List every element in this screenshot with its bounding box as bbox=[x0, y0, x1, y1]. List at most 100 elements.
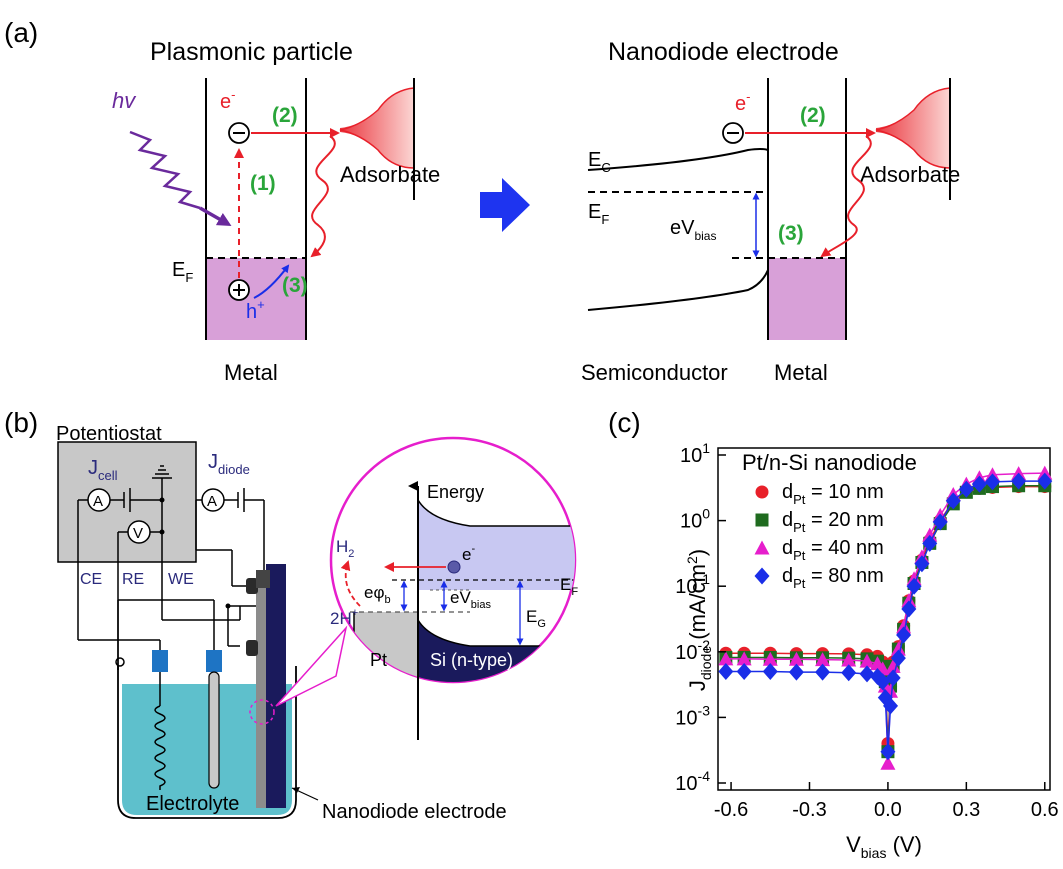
jdiode-sub: diode bbox=[218, 462, 250, 477]
ef-inset-label: E bbox=[560, 575, 571, 594]
photon-icon bbox=[129, 130, 201, 210]
energy-label: Energy bbox=[427, 482, 484, 502]
diode-clip-top bbox=[246, 578, 258, 594]
transition-arrow-icon bbox=[480, 178, 530, 232]
data-point bbox=[815, 652, 831, 667]
data-point bbox=[958, 480, 974, 498]
x-tick-label: -0.3 bbox=[792, 799, 826, 821]
legend-entry: dPt = 80 nm bbox=[782, 565, 884, 591]
pt-layer bbox=[256, 580, 266, 808]
voltmeter-icon bbox=[127, 520, 151, 544]
y-axis-label: Jdiode (mA/cm2) bbox=[684, 549, 714, 691]
eg-label: E bbox=[526, 607, 537, 626]
data-point bbox=[788, 663, 804, 681]
x-tick-label: 0.0 bbox=[874, 799, 902, 821]
potentiostat-box bbox=[57, 441, 197, 563]
twoh-label: 2H bbox=[330, 609, 352, 628]
step2-label-right: (2) bbox=[800, 104, 826, 127]
chart-series bbox=[718, 465, 1053, 770]
metal-label-right: Metal bbox=[774, 360, 828, 385]
y-tick-label: 10-1 bbox=[675, 571, 710, 598]
metal-fill bbox=[206, 258, 306, 340]
svg-text:EC: EC bbox=[588, 149, 611, 175]
legend-marker bbox=[755, 513, 769, 527]
adsorbate-peak bbox=[340, 78, 414, 168]
nanodiode-electrode-label: Nanodiode electrode bbox=[322, 801, 507, 823]
y-tick-label: 10-2 bbox=[675, 637, 710, 664]
data-point bbox=[885, 669, 901, 687]
legend-marker bbox=[754, 540, 770, 555]
ammeter2-label: A bbox=[207, 493, 217, 510]
plot-frame bbox=[717, 447, 1051, 791]
conduction-band bbox=[587, 148, 769, 171]
data-point bbox=[890, 641, 906, 656]
series-line bbox=[725, 480, 1045, 752]
data-point bbox=[896, 626, 912, 644]
jcell-label: J bbox=[88, 457, 98, 479]
x-tick-label: 0.6 bbox=[1031, 799, 1059, 821]
data-point bbox=[859, 653, 875, 668]
data-point bbox=[883, 697, 899, 715]
h2-evolution-arrow bbox=[340, 560, 361, 607]
jdiode-label: J bbox=[208, 451, 218, 473]
data-point bbox=[718, 663, 734, 681]
series-triangle bbox=[718, 465, 1053, 770]
jcell-sub: cell bbox=[98, 468, 118, 483]
data-point bbox=[945, 492, 961, 510]
legend-marker bbox=[754, 567, 770, 585]
inset-electron-sup: - bbox=[471, 543, 475, 555]
si-label: Si (n-type) bbox=[430, 650, 513, 670]
valence-band bbox=[587, 269, 769, 311]
electron-sup: - bbox=[231, 87, 235, 102]
svg-text:e-: e- bbox=[462, 543, 475, 564]
svg-text:EF: EF bbox=[588, 201, 609, 227]
x-tick-label: 0.3 bbox=[952, 799, 980, 821]
inset-si-conduction bbox=[418, 500, 575, 590]
svg-text:e-: e- bbox=[220, 87, 235, 113]
svg-text:2H+: 2H+ bbox=[330, 607, 358, 628]
data-point bbox=[841, 652, 857, 667]
jv-chart: -0.6 -0.3 0.0 0.3 0.610110010-110-210-310-4 … bbox=[675, 440, 1058, 861]
beaker bbox=[117, 666, 297, 819]
legend-entry: dPt = 20 nm bbox=[782, 509, 884, 535]
data-point bbox=[762, 651, 778, 666]
data-point bbox=[1037, 465, 1053, 480]
hole-arrow bbox=[253, 264, 290, 299]
chart-axes: -0.6 -0.3 0.0 0.3 0.6 101 100 10-1 10-2 10-3 10-4 bbox=[675, 440, 1058, 821]
svg-text:EF: EF bbox=[172, 259, 193, 285]
ef-label: E bbox=[588, 201, 601, 223]
coil-electrode bbox=[154, 705, 166, 790]
ef-sub: F bbox=[601, 212, 609, 227]
data-point bbox=[788, 651, 804, 666]
svg-text:e-: e- bbox=[735, 89, 750, 115]
inset-pt bbox=[354, 612, 418, 682]
si-layer bbox=[266, 564, 286, 808]
data-point bbox=[914, 555, 930, 573]
step2-label: (2) bbox=[272, 104, 298, 127]
plasmonic-title: Plasmonic particle bbox=[150, 38, 353, 66]
diode-clip-bottom bbox=[246, 640, 258, 656]
adsorbate-label-right: Adsorbate bbox=[860, 162, 960, 187]
data-point bbox=[880, 755, 896, 770]
voltmeter-label: V bbox=[133, 525, 143, 542]
reference-electrode bbox=[208, 671, 220, 789]
h2-sub: 2 bbox=[348, 548, 354, 560]
hole-sup: + bbox=[257, 297, 265, 312]
svg-text:EG: EG bbox=[526, 607, 546, 630]
nanodiode-diagram: Nanodiode electrode eVbias EC EF Adsorba… bbox=[581, 38, 960, 385]
svg-text:eφb: eφb bbox=[364, 583, 391, 606]
twoh-sup: + bbox=[352, 607, 358, 619]
re-label: RE bbox=[122, 571, 144, 588]
svg-text:H2: H2 bbox=[336, 537, 354, 560]
relaxation-arrow bbox=[310, 135, 336, 258]
h2-label: H bbox=[336, 537, 348, 556]
ammeter2-icon bbox=[201, 488, 225, 512]
legend-entry: dPt = 40 nm bbox=[782, 537, 884, 563]
data-point bbox=[762, 663, 778, 681]
inset-electron-icon bbox=[447, 560, 461, 574]
metal-fill-right bbox=[768, 258, 846, 340]
ef-inset-sub: F bbox=[571, 586, 578, 598]
semiconductor-label: Semiconductor bbox=[581, 360, 728, 385]
photon-label: hv bbox=[112, 88, 137, 113]
